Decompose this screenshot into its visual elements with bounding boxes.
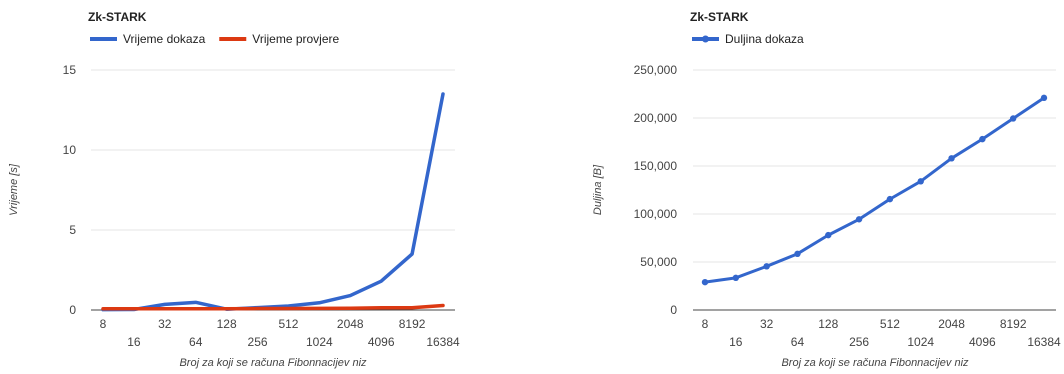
grid-lines: [693, 69, 1056, 311]
data-point[interactable]: [794, 250, 801, 258]
legend-label[interactable]: Vrijeme provjere: [252, 32, 339, 46]
y-tick-label: 150,000: [634, 159, 678, 173]
y-tick-label: 200,000: [634, 111, 678, 125]
data-point[interactable]: [732, 274, 740, 282]
y-axis-title: Duljina [B]: [592, 164, 604, 215]
y-tick-labels: 0 50,000 100,000 150,000 200,000 250,000: [634, 63, 678, 317]
y-tick-label: 5: [69, 223, 76, 237]
x-tick-label: 256: [849, 335, 869, 349]
y-tick-label: 0: [69, 303, 76, 317]
y-tick-label: 100,000: [634, 207, 678, 221]
x-tick-label: 8192: [399, 317, 426, 331]
data-point[interactable]: [825, 231, 832, 239]
x-tick-label: 128: [217, 317, 237, 331]
series-lines: [101, 92, 445, 312]
data-point[interactable]: [979, 135, 986, 143]
y-axis-title: Vrijeme [s]: [8, 163, 20, 216]
y-tick-labels: 0 5 10 15: [63, 63, 77, 317]
x-tick-label: 16: [127, 335, 141, 349]
x-tick-label: 1024: [306, 335, 333, 349]
x-tick-label: 4096: [969, 335, 996, 349]
x-tick-label: 8192: [1000, 317, 1027, 331]
chart-title: Zk-STARK: [88, 10, 147, 24]
legend-marker: [702, 35, 709, 43]
grid-lines: [91, 69, 455, 311]
y-tick-label: 0: [670, 303, 677, 317]
y-tick-label: 15: [63, 63, 77, 77]
series-line-1[interactable]: [703, 96, 1046, 284]
x-axis-title: Broj za koji se računa Fibonnacijev niz: [781, 357, 969, 369]
data-point[interactable]: [886, 195, 894, 203]
x-tick-label: 64: [189, 335, 203, 349]
x-tick-label: 32: [760, 317, 774, 331]
y-tick-label: 250,000: [634, 63, 678, 77]
x-tick-label: 256: [248, 335, 268, 349]
x-tick-label: 8: [100, 317, 107, 331]
legend[interactable]: Duljina dokaza: [692, 32, 804, 46]
chart-title: Zk-STARK: [690, 10, 749, 24]
legend-label[interactable]: Vrijeme dokaza: [123, 32, 206, 46]
data-point[interactable]: [917, 178, 924, 185]
x-tick-label: 16384: [426, 335, 460, 349]
data-point[interactable]: [1009, 115, 1017, 122]
data-point[interactable]: [1040, 94, 1048, 102]
x-tick-label: 4096: [368, 335, 395, 349]
series-line-1[interactable]: [101, 92, 445, 312]
y-tick-label: 10: [63, 143, 77, 157]
series-line-2[interactable]: [101, 303, 445, 311]
x-tick-label: 2048: [938, 317, 965, 331]
x-tick-label: 16384: [1027, 335, 1061, 349]
x-tick-label: 2048: [337, 317, 364, 331]
x-tick-label: 64: [791, 335, 805, 349]
data-point[interactable]: [948, 155, 955, 162]
x-tick-label: 1024: [907, 335, 934, 349]
data-point[interactable]: [855, 216, 863, 223]
data-point[interactable]: [763, 263, 770, 270]
x-tick-label: 8: [702, 317, 709, 331]
data-point[interactable]: [701, 278, 709, 286]
x-tick-label: 16: [729, 335, 743, 349]
series-lines: [701, 94, 1048, 286]
x-axis-title: Broj za koji se računa Fibonnacijev niz: [179, 357, 367, 369]
x-tick-label: 128: [818, 317, 838, 331]
x-tick-label: 512: [880, 317, 900, 331]
legend[interactable]: Vrijeme dokaza Vrijeme provjere: [90, 32, 340, 46]
chart-proof-time: 0 5 10 15 8 16 32 64 128 256 512 1024 2048 4096 81921…: [8, 10, 460, 369]
y-tick-label: 50,000: [640, 255, 677, 269]
x-tick-label: 32: [158, 317, 172, 331]
legend-label[interactable]: Duljina dokaza: [725, 32, 804, 46]
x-tick-label: 512: [278, 317, 298, 331]
